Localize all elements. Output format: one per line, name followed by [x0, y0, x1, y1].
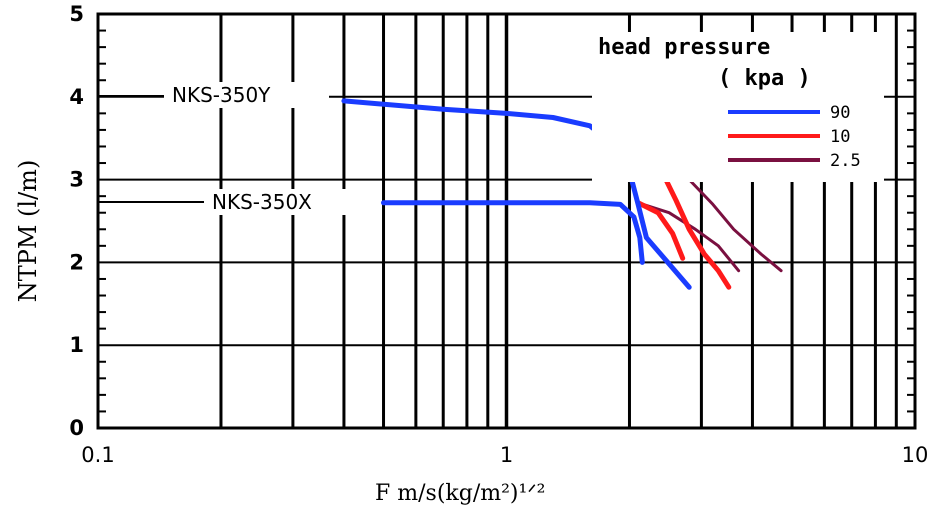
y-tick-label: 5: [69, 2, 84, 26]
y-tick-label: 2: [69, 250, 84, 274]
series-line-nks-350x-90: [381, 200, 645, 265]
annotation-nks-350y: NKS-350Y: [172, 83, 271, 107]
series-line-nks-350x-10: [635, 200, 686, 261]
x-tick-label: 10: [902, 443, 929, 467]
y-tick-label: 4: [69, 85, 84, 109]
x-tick-label: 0.1: [81, 443, 114, 467]
y-tick-labels: 0 1 2 3 4 5: [69, 2, 84, 440]
y-tick-label: 0: [69, 416, 84, 440]
y-minor-ticks: [98, 29, 915, 413]
legend-entries: 90 10 2.5: [728, 103, 861, 171]
legend-label-2-5: 2.5: [830, 151, 861, 171]
legend-label-90: 90: [830, 103, 850, 123]
annotation-bg-nks-350x: [204, 189, 352, 215]
y-tick-label: 1: [69, 333, 84, 357]
legend-title-line1: head pressure: [598, 35, 770, 60]
plot-frame: [96, 12, 917, 430]
annotation-bg-nks-350y: [164, 82, 329, 108]
y-axis-label: NTPM (l/m): [14, 160, 42, 303]
series-line-nks-350x-2-5: [636, 201, 741, 273]
x-tick-label: 1: [500, 443, 513, 467]
legend: head pressure ( kpa ) 90 10 2.5: [592, 32, 884, 182]
y-tick-label: 3: [69, 168, 84, 192]
legend-label-10: 10: [830, 127, 850, 147]
annotation-nks-350x: NKS-350X: [212, 190, 312, 214]
x-tick-labels: 0.1 1 10: [81, 443, 928, 467]
legend-title-line2: ( kpa ): [718, 66, 811, 91]
x-axis-label: F m/s(kg/m²)¹ᐟ²: [375, 481, 545, 506]
legend-background: [592, 32, 884, 182]
